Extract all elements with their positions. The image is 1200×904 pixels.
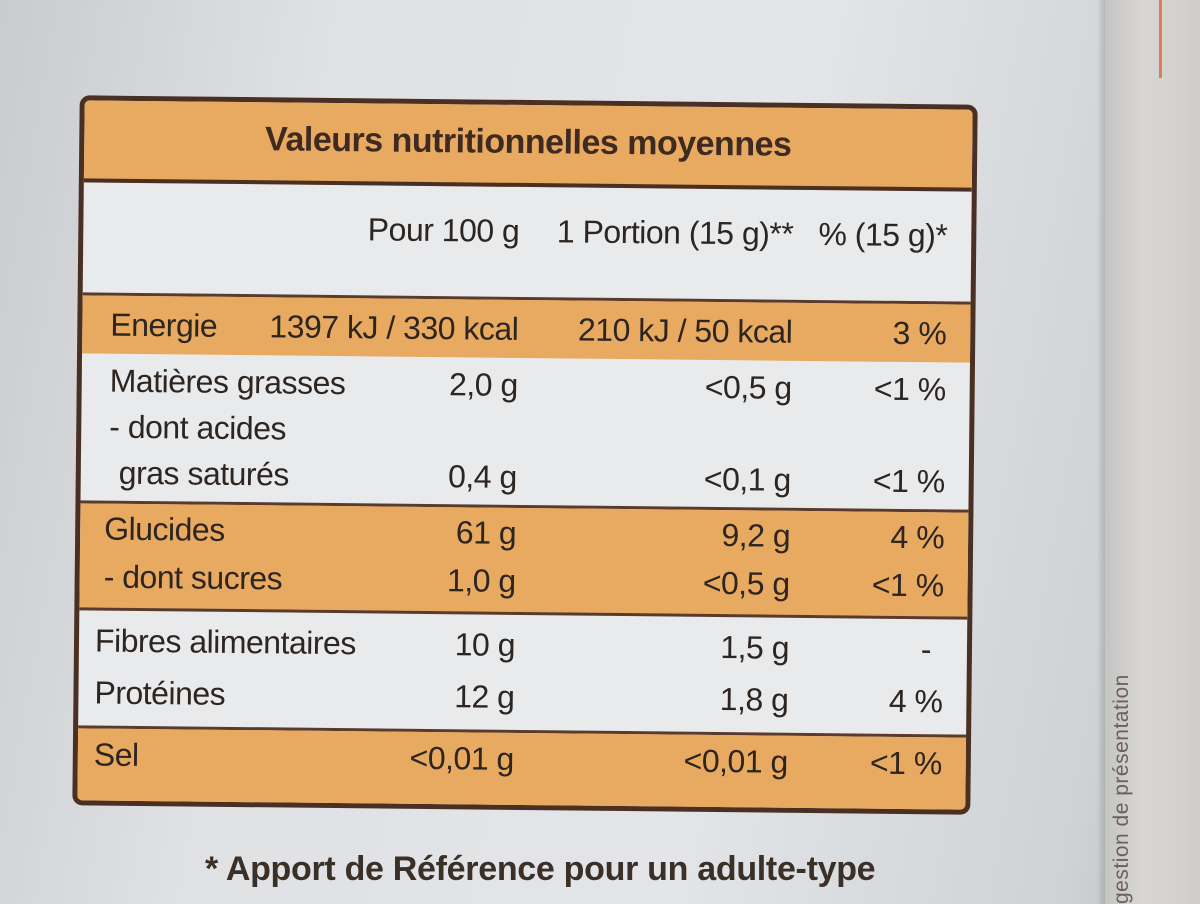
cell-saturated-per100: 0,4 g — [447, 458, 517, 495]
row-label-sucres: - dont sucres — [103, 558, 283, 597]
cell-sucres-percent: <1 % — [871, 566, 944, 604]
row-label-energie: Energie — [110, 306, 218, 344]
cell-energie-portion: 210 kJ / 50 kcal — [577, 311, 793, 350]
cell-proteines-percent: 4 % — [888, 682, 943, 720]
col-header-per100: Pour 100 g — [367, 211, 520, 249]
col-header-percent: % (15 g)* — [818, 216, 948, 254]
cell-fibres-per100: 10 g — [454, 626, 516, 663]
cell-sucres-portion: <0,5 g — [702, 564, 790, 602]
fold-shadow — [1097, 0, 1105, 904]
row-label-fibres: Fibres alimentaires — [94, 622, 357, 662]
cell-saturated-portion: <0,1 g — [703, 460, 791, 498]
package-fold — [1105, 0, 1200, 904]
cell-saturated-percent: <1 % — [872, 462, 945, 500]
cell-fat-percent: <1 % — [873, 370, 946, 408]
cell-fibres-portion: 1,5 g — [720, 629, 790, 666]
col-header-portion: 1 Portion (15 g)** — [556, 213, 794, 252]
cell-fat-portion: <0,5 g — [704, 368, 792, 406]
footnote: * Apport de Référence pour un adulte-typ… — [205, 850, 876, 888]
side-text: gestion de présentation — [1110, 674, 1133, 904]
fold-accent-line — [1159, 0, 1162, 78]
title-band: Valeurs nutritionnelles moyennes — [83, 100, 973, 192]
row-label-saturated-1: - dont acides — [109, 408, 287, 447]
cell-sel-portion: <0,01 g — [683, 742, 788, 780]
cell-energie-percent: 3 % — [892, 314, 947, 352]
nutrition-table: Valeurs nutritionnelles moyennes Pour 10… — [72, 95, 978, 815]
cell-fibres-percent: - — [920, 631, 932, 668]
row-band-sel — [77, 728, 967, 815]
row-label-fat: Matières grasses — [109, 362, 346, 402]
cell-glucides-portion: 9,2 g — [721, 517, 791, 554]
cell-glucides-percent: 4 % — [890, 518, 945, 556]
row-label-glucides: Glucides — [104, 510, 225, 548]
cell-sel-per100: <0,01 g — [409, 739, 515, 777]
table-title: Valeurs nutritionnelles moyennes — [264, 120, 792, 164]
row-label-sel: Sel — [93, 736, 139, 773]
cell-proteines-portion: 1,8 g — [719, 681, 789, 718]
cell-fat-per100: 2,0 g — [448, 366, 518, 403]
cell-proteines-per100: 12 g — [453, 678, 515, 715]
cell-sel-percent: <1 % — [869, 744, 942, 782]
cell-sucres-per100: 1,0 g — [446, 562, 516, 599]
row-label-proteines: Protéines — [94, 674, 226, 712]
row-label-saturated-2: gras saturés — [118, 454, 290, 493]
cell-glucides-per100: 61 g — [455, 514, 517, 551]
cell-energie-per100: 1397 kJ / 330 kcal — [269, 308, 519, 347]
